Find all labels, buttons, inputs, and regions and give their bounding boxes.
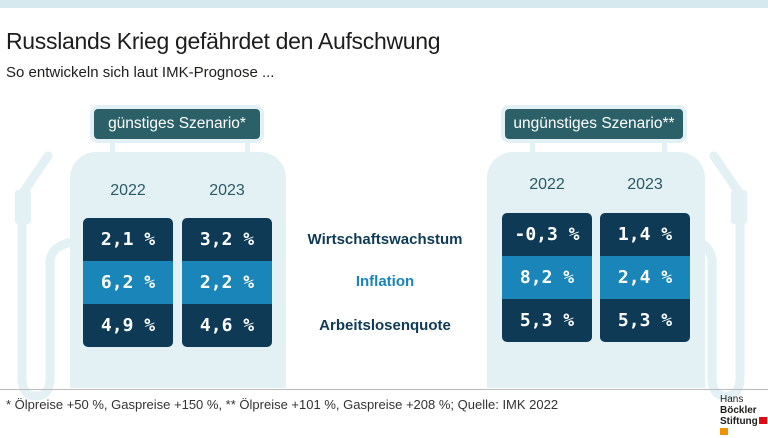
row-label-unemployment: Arbeitslosenquote xyxy=(319,317,451,334)
values-2023-unfavorable: 1,4 % 2,4 % 5,3 % xyxy=(600,213,690,342)
value-cell: 4,9 % xyxy=(83,304,173,347)
value-cell: 4,6 % xyxy=(182,304,272,347)
values-2022-favorable: 2,1 % 6,2 % 4,9 % xyxy=(83,218,173,347)
top-bar xyxy=(0,0,768,8)
row-label-inflation: Inflation xyxy=(355,273,415,290)
footnote: * Ölpreise +50 %, Gaspreise +150 %, ** Ö… xyxy=(6,397,559,412)
value-cell: 5,3 % xyxy=(600,299,690,342)
logo-text: Hans xyxy=(720,394,744,405)
scenario-label-unfavorable: ungünstiges Szenario** xyxy=(505,109,683,139)
values-2022-unfavorable: -0,3 % 8,2 % 5,3 % xyxy=(502,213,592,342)
value-cell: 2,1 % xyxy=(83,218,173,261)
page-title: Russlands Krieg gefährdet den Aufschwung xyxy=(6,28,441,54)
values-2023-favorable: 3,2 % 2,2 % 4,6 % xyxy=(182,218,272,347)
logo-text: Böckler xyxy=(720,405,757,416)
logo-text: Stiftung xyxy=(720,416,758,427)
value-cell: -0,3 % xyxy=(502,213,592,256)
pump-post xyxy=(530,138,535,154)
value-cell: 2,2 % xyxy=(182,261,272,304)
logo-square-icon xyxy=(758,417,767,424)
year-header: 2022 xyxy=(110,182,146,199)
logo-square-icon xyxy=(720,428,728,435)
year-header: 2023 xyxy=(209,182,245,199)
value-cell: 8,2 % xyxy=(502,256,592,299)
pump-post xyxy=(245,138,250,154)
value-cell: 2,4 % xyxy=(600,256,690,299)
value-cell: 6,2 % xyxy=(83,261,173,304)
fuel-nozzle-right-icon xyxy=(700,151,747,401)
logo: Hans Böckler Stiftung xyxy=(720,394,768,438)
value-cell: 3,2 % xyxy=(182,218,272,261)
pump-post xyxy=(662,138,667,154)
row-label-growth: Wirtschaftswachstum xyxy=(307,231,463,248)
year-header: 2023 xyxy=(627,176,663,193)
value-cell: 1,4 % xyxy=(600,213,690,256)
value-cell: 5,3 % xyxy=(502,299,592,342)
divider xyxy=(0,389,768,390)
page-subtitle: So entwickeln sich laut IMK-Prognose ... xyxy=(6,64,275,81)
scenario-label-favorable: günstiges Szenario* xyxy=(94,109,260,139)
year-header: 2022 xyxy=(529,176,565,193)
pump-post xyxy=(110,138,115,154)
fuel-nozzle-left-icon xyxy=(15,151,77,401)
